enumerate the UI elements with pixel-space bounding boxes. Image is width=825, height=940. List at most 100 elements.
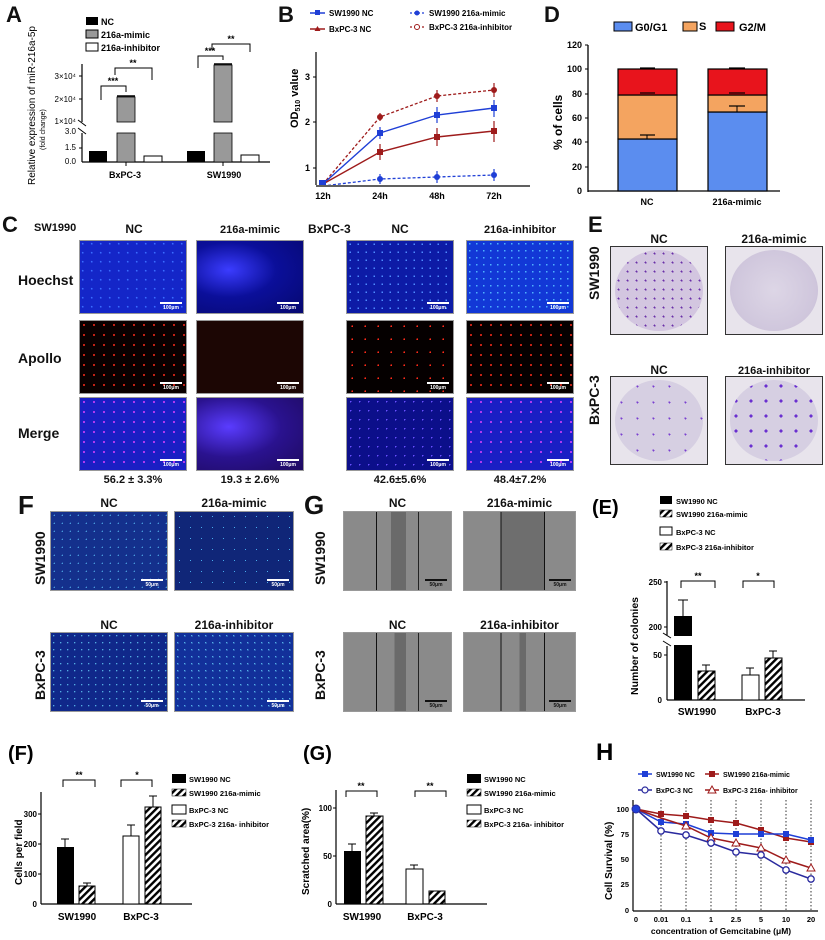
svg-text:Number of colonies: Number of colonies xyxy=(629,597,641,695)
f-row-sw1990: SW1990 xyxy=(32,531,48,585)
svg-text:BxPC-3 216a- inhibitor: BxPC-3 216a- inhibitor xyxy=(723,788,798,795)
c-col-nc: NC xyxy=(125,222,143,236)
svg-text:72h: 72h xyxy=(486,191,502,201)
f-row-bxpc3: BxPC-3 xyxy=(32,650,48,700)
svg-text:SW1990 216a-mimic: SW1990 216a-mimic xyxy=(676,510,748,519)
svg-text:SW1990 NC: SW1990 NC xyxy=(656,772,695,779)
svg-text:216a-inhibitor: 216a-inhibitor xyxy=(101,43,161,53)
svg-text:SW1990 216a-mimic: SW1990 216a-mimic xyxy=(723,772,790,779)
c-apollo-sw1990-mimic: 100μm xyxy=(196,320,304,394)
svg-text:0.0: 0.0 xyxy=(65,157,77,166)
svg-text:SW1990 216a-mimic: SW1990 216a-mimic xyxy=(429,9,506,18)
c-merge-sw1990-nc: 100μm xyxy=(79,397,187,471)
g-img-bxpc3-nc: 50μm xyxy=(343,632,452,712)
panel-label-b: B xyxy=(278,2,294,27)
svg-text:100: 100 xyxy=(616,805,629,814)
svg-text:3: 3 xyxy=(305,72,310,82)
e-col-inhibitor: 216a-inhibitor xyxy=(737,365,811,377)
panel-g-scratch-bar-chart: (G) SW1990 NC SW1990 216a-mimic BxPC-3 N… xyxy=(301,743,564,923)
svg-text:NC: NC xyxy=(641,197,654,205)
svg-text:**: ** xyxy=(227,34,235,44)
svg-text:Cell Survival (%): Cell Survival (%) xyxy=(604,822,615,900)
c-row-apollo: Apollo xyxy=(18,350,62,366)
f-img-sw1990-nc: 50μm xyxy=(50,511,168,591)
svg-text:G0/G1: G0/G1 xyxy=(635,22,667,34)
svg-text:50: 50 xyxy=(621,855,629,864)
svg-text:Cells per field: Cells per field xyxy=(14,819,25,885)
c-apollo-bxpc3-nc: 100μm xyxy=(346,320,454,394)
svg-text:BxPC-3 NC: BxPC-3 NC xyxy=(484,806,524,815)
svg-text:SW1990 NC: SW1990 NC xyxy=(484,775,526,784)
svg-text:10: 10 xyxy=(782,915,790,924)
svg-text:0: 0 xyxy=(634,915,638,924)
svg-text:***: *** xyxy=(108,76,119,86)
c-hoechst-sw1990-nc: 100μm xyxy=(79,240,187,314)
svg-text:***: *** xyxy=(205,46,216,56)
svg-text:% of cells: % of cells xyxy=(551,94,565,150)
svg-text:100: 100 xyxy=(319,804,333,813)
svg-text:**: ** xyxy=(357,781,365,791)
svg-text:12h: 12h xyxy=(315,191,331,201)
svg-text:5: 5 xyxy=(759,915,763,924)
g-col-nc: NC xyxy=(388,496,407,510)
svg-text:25: 25 xyxy=(621,880,629,889)
svg-text:SW1990: SW1990 xyxy=(58,912,97,923)
panel-d-stacked-bar-chart: G0/G1 S G2/M % of cells 120 100 80 60 40… xyxy=(551,21,780,205)
svg-text:3.0: 3.0 xyxy=(65,127,77,136)
c-pct-sw1990-mimic: 19.3 ± 2.6% xyxy=(220,474,280,486)
svg-text:H: H xyxy=(596,739,613,766)
f-col-nc: NC xyxy=(100,496,118,510)
svg-text:BxPC-3: BxPC-3 xyxy=(745,707,781,718)
e-dish-sw1990-nc xyxy=(610,246,708,335)
svg-text:300: 300 xyxy=(24,810,38,819)
svg-text:*: * xyxy=(756,571,760,581)
e-dish-bxpc3-inhibitor xyxy=(725,376,823,465)
svg-text:S: S xyxy=(699,21,706,33)
svg-text:BxPC-3 NC: BxPC-3 NC xyxy=(656,788,693,795)
svg-text:Relative expression of miR-216: Relative expression of miR-216a-5p xyxy=(27,26,38,185)
svg-text:50: 50 xyxy=(653,651,662,660)
e-dish-sw1990-mimic xyxy=(725,246,823,335)
c-col-nc-2: NC xyxy=(391,222,409,236)
c-pct-bxpc3-inhibitor: 48.4±7.2% xyxy=(493,474,547,486)
svg-text:1: 1 xyxy=(709,915,713,924)
svg-text:**: ** xyxy=(129,58,137,68)
svg-text:0: 0 xyxy=(577,186,582,196)
c-row-merge: Merge xyxy=(18,425,60,441)
svg-text:BxPC-3 216a-inhibitor: BxPC-3 216a-inhibitor xyxy=(429,23,512,32)
svg-text:**: ** xyxy=(694,571,702,581)
svg-text:2.5: 2.5 xyxy=(731,915,741,924)
svg-text:(fold change): (fold change) xyxy=(40,109,47,150)
svg-text:60: 60 xyxy=(572,113,582,123)
e-col-nc-2: NC xyxy=(650,363,668,377)
c-pct-sw1990-nc: 56.2 ± 3.3% xyxy=(103,474,163,486)
svg-text:2×10⁴: 2×10⁴ xyxy=(55,95,77,104)
svg-text:20: 20 xyxy=(572,162,582,172)
svg-text:BxPC-3 216a- inhibitor: BxPC-3 216a- inhibitor xyxy=(484,820,564,829)
svg-text:BxPC-3 NC: BxPC-3 NC xyxy=(189,806,229,815)
e-row-sw1990: SW1990 xyxy=(586,246,602,300)
svg-text:SW1990: SW1990 xyxy=(207,170,242,180)
c-group-sw1990: SW1990 xyxy=(34,222,77,234)
svg-text:75: 75 xyxy=(621,830,629,839)
g-col-inhibitor: 216a-inhibitor xyxy=(480,618,559,632)
panel-e-colonies-bar-chart: (E) SW1990 NC SW1990 216a-mimic BxPC-3 N… xyxy=(592,496,805,718)
svg-text:BxPC-3 216a- inhibitor: BxPC-3 216a- inhibitor xyxy=(189,820,269,829)
svg-text:120: 120 xyxy=(567,40,582,50)
g-col-nc-2: NC xyxy=(388,618,407,632)
svg-text:BxPC-3: BxPC-3 xyxy=(407,912,443,923)
svg-text:0.1: 0.1 xyxy=(681,915,691,924)
svg-text:SW1990 216a-mimic: SW1990 216a-mimic xyxy=(484,789,556,798)
svg-text:3×10⁴: 3×10⁴ xyxy=(55,72,77,81)
c-hoechst-sw1990-mimic: 100μm xyxy=(196,240,304,314)
f-col-mimic: 216a-mimic xyxy=(201,496,267,510)
g-img-bxpc3-inhibitor: 50μm xyxy=(463,632,576,712)
g-img-sw1990-nc: 50μm xyxy=(343,511,452,591)
svg-text:SW1990 NC: SW1990 NC xyxy=(676,497,718,506)
c-apollo-sw1990-nc: 100μm xyxy=(79,320,187,394)
panel-label-c: C xyxy=(2,212,18,237)
c-pct-bxpc3-nc: 42.6±5.6% xyxy=(373,474,427,486)
svg-text:BxPC-3 NC: BxPC-3 NC xyxy=(676,528,716,537)
svg-text:0: 0 xyxy=(328,900,333,909)
panel-label-e: E xyxy=(588,212,603,237)
